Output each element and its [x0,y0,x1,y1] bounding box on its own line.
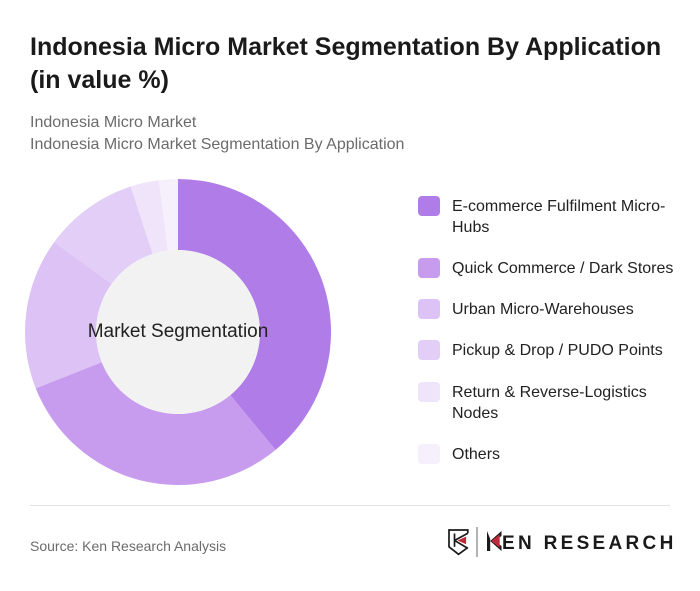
svg-text:EN RESEARCH: EN RESEARCH [502,533,673,554]
